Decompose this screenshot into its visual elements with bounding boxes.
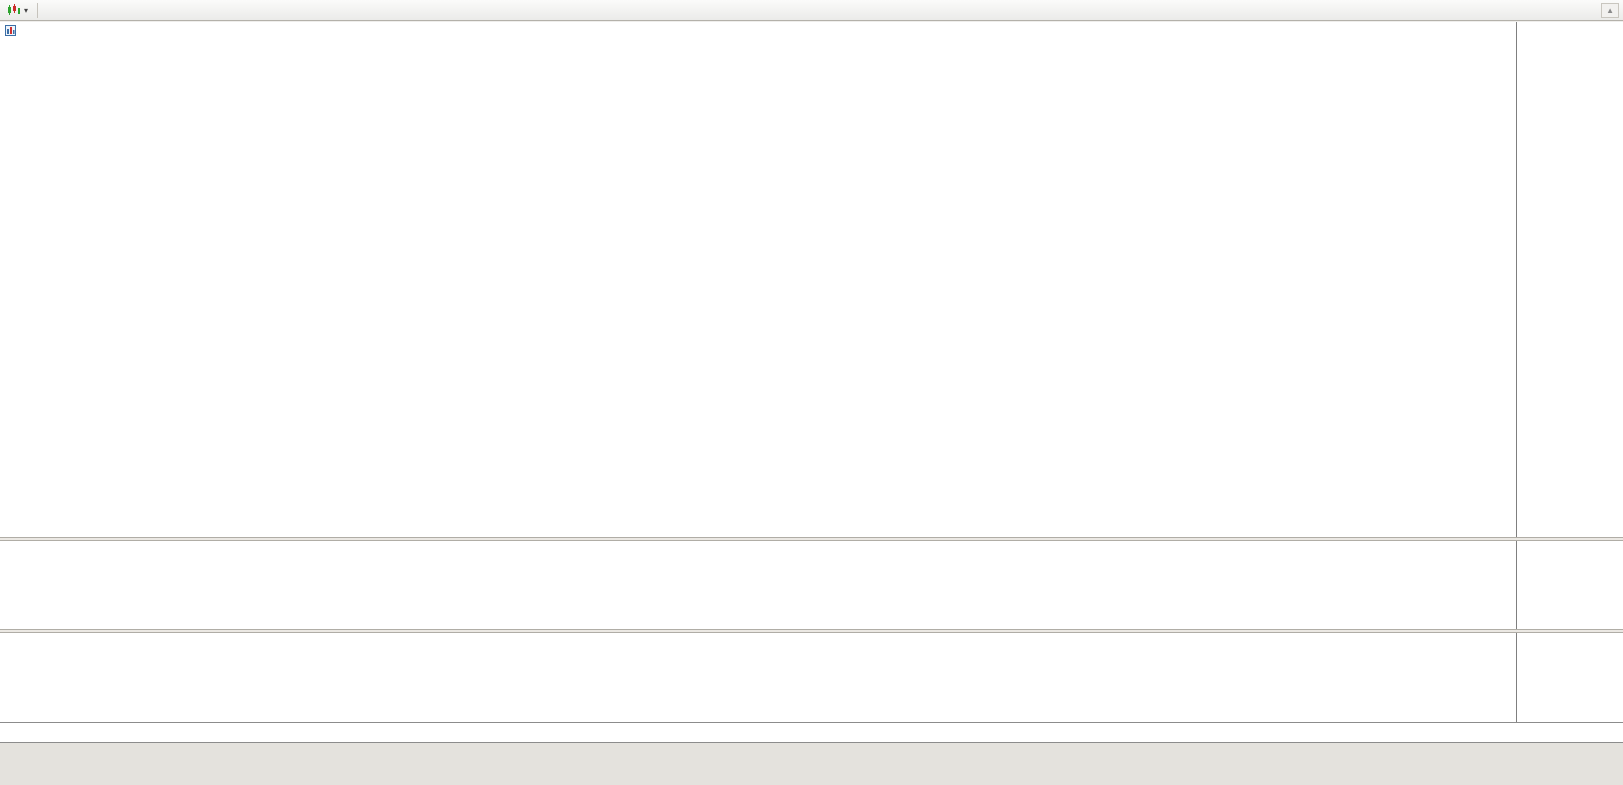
candlestick-chart-icon (8, 4, 20, 15)
chart-menu-button[interactable]: ▾ (4, 2, 31, 19)
price-scale[interactable] (1516, 22, 1623, 722)
rsi-canvas[interactable] (0, 541, 1516, 629)
chart-caption (5, 25, 21, 36)
toolbar-separator (37, 2, 39, 18)
panel-separator[interactable] (0, 537, 1623, 541)
panel-separator[interactable] (0, 629, 1623, 633)
scroll-up-icon[interactable]: ▲ (1601, 2, 1619, 18)
timeframe-toolbar: ▾ ▲ (0, 0, 1623, 21)
chart-window (0, 22, 1623, 742)
chart-tab-bar (0, 742, 1623, 785)
macd-canvas[interactable] (0, 633, 1516, 722)
dropdown-caret-icon: ▾ (24, 5, 29, 15)
macd-label (4, 635, 14, 647)
main-chart-canvas[interactable] (0, 22, 1516, 537)
rsi-label (4, 543, 9, 555)
time-axis[interactable] (0, 722, 1623, 742)
chart-icon (5, 25, 16, 36)
chart-tabs (0, 743, 1623, 763)
